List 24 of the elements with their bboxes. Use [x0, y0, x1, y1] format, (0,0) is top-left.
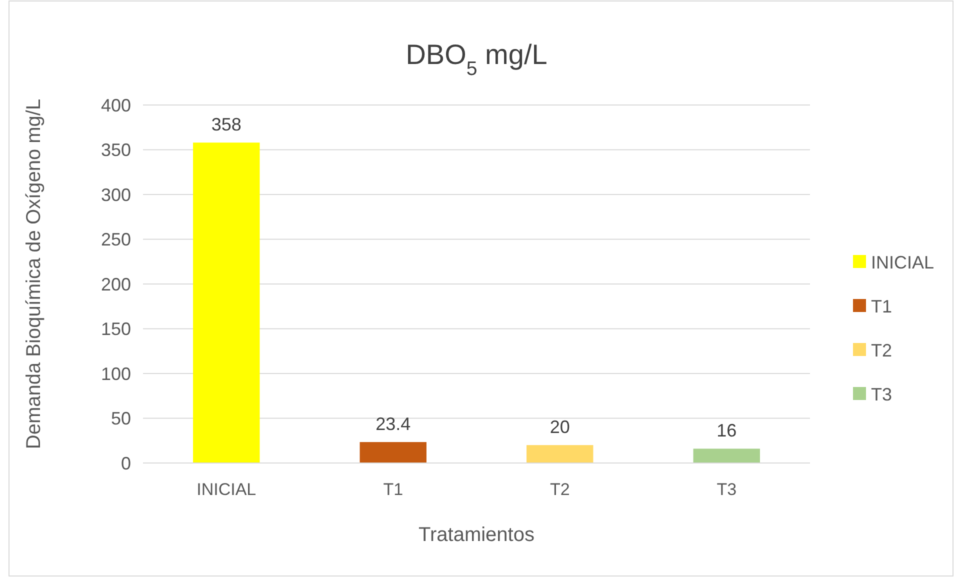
- x-axis-title: Tratamientos: [418, 524, 534, 546]
- y-tick-label: 400: [100, 95, 131, 116]
- x-tick-label: T1: [383, 480, 404, 499]
- x-tick-label: T2: [550, 480, 570, 499]
- legend-label: T3: [871, 384, 892, 404]
- legend-label: T2: [871, 340, 892, 360]
- y-tick-label: 150: [100, 319, 131, 340]
- data-label: 358: [211, 114, 242, 135]
- y-tick-label: 50: [110, 408, 131, 429]
- data-label: 20: [550, 417, 570, 438]
- data-label: 23.4: [376, 414, 411, 434]
- data-label: 16: [716, 420, 737, 441]
- y-axis-title: Demanda Bioquímica de Oxígeno mg/L: [23, 98, 45, 450]
- y-tick-label: 350: [100, 140, 131, 160]
- x-tick-label: INICIAL: [196, 480, 256, 499]
- y-tick-label: 200: [100, 274, 131, 294]
- legend-label: T1: [871, 296, 892, 316]
- y-tick-label: 300: [100, 184, 131, 205]
- x-tick-label: T3: [716, 480, 737, 499]
- legend-label: INICIAL: [871, 252, 934, 272]
- chart-title: DBO$_{5}$ mg/L: [406, 39, 548, 80]
- y-tick-label: 0: [120, 453, 131, 474]
- y-tick-label: 100: [100, 364, 131, 384]
- y-tick-label: 250: [100, 230, 131, 250]
